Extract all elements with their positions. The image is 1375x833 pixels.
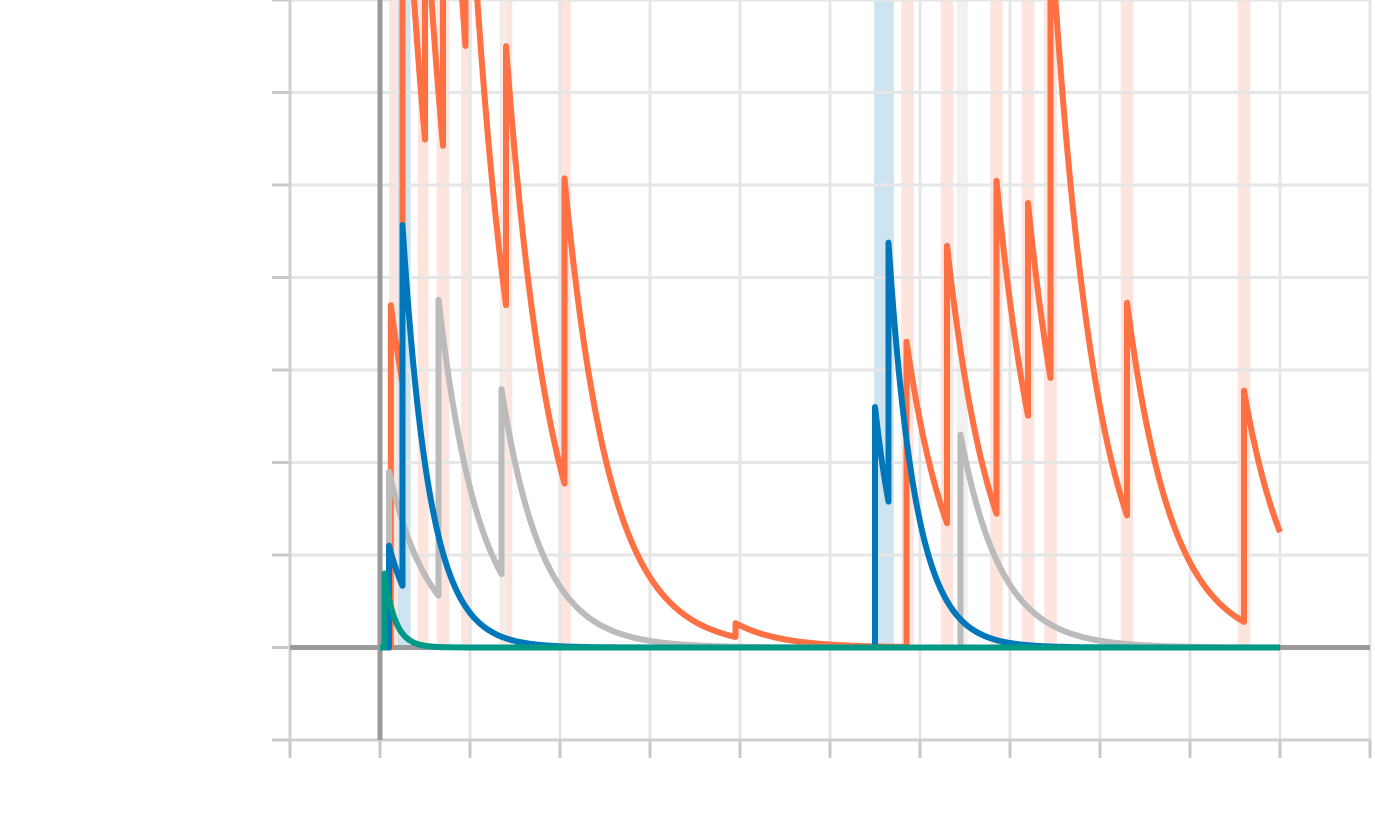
highlight-band-14 [501, 0, 507, 648]
highlight-band-1 [417, 0, 429, 648]
highlight-bands [389, 0, 1251, 648]
highlight-band-3 [461, 0, 472, 648]
axis-ticks [272, 0, 1372, 758]
grid-lines [290, 0, 1372, 740]
highlight-band-13 [956, 0, 968, 648]
highlight-band-12 [1237, 0, 1251, 648]
series-lines [377, 0, 1283, 651]
series-line-teal [377, 570, 1283, 651]
